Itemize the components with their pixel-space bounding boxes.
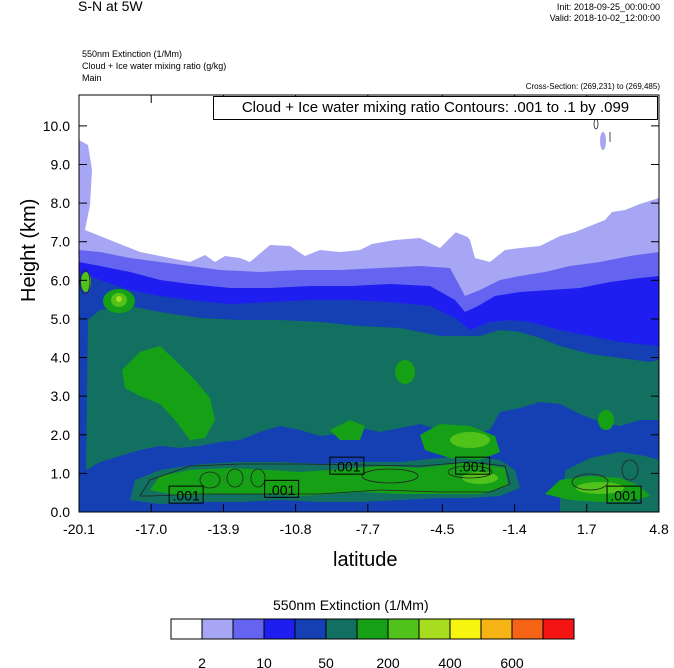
colorbar-label: 10 bbox=[256, 655, 272, 668]
field-label-main: Main bbox=[82, 73, 102, 83]
contour-label-box bbox=[606, 485, 642, 504]
y-tick-label: 8.0 bbox=[51, 195, 71, 211]
colorbar-label: 400 bbox=[438, 655, 462, 668]
y-tick-label: 3.0 bbox=[51, 388, 71, 404]
timestamp-block: Init: 2018-09-25_00:00:00 Valid: 2018-10… bbox=[550, 2, 660, 24]
y-tick-label: 5.0 bbox=[51, 311, 71, 327]
init-time: Init: 2018-09-25_00:00:00 bbox=[556, 2, 660, 12]
water-mixing-contours bbox=[79, 118, 639, 497]
colorbar-label: 600 bbox=[500, 655, 524, 668]
contour-label-box bbox=[455, 456, 491, 475]
contour-label: .001 bbox=[333, 459, 360, 475]
y-tick-label: 4.0 bbox=[51, 350, 71, 366]
contour-label-box bbox=[168, 485, 204, 504]
contour-label-layer: .001 .001 .001 .001 .001 bbox=[168, 456, 642, 504]
contour-label: .001 bbox=[610, 488, 637, 504]
colorbar-swatch bbox=[356, 618, 389, 640]
valid-time: Valid: 2018-10-02_12:00:00 bbox=[549, 13, 660, 23]
cross-section-label: Cross-Section: (269,231) to (269,485) bbox=[525, 82, 660, 91]
plot-frame bbox=[78, 94, 660, 513]
colorbar-swatch bbox=[449, 618, 482, 640]
colorbar-swatch bbox=[201, 618, 234, 640]
y-axis-label: Height (km) bbox=[18, 198, 40, 302]
x-tick-label: -13.9 bbox=[207, 521, 239, 537]
y-tick-label: 9.0 bbox=[51, 157, 71, 173]
colorbar-label: 2 bbox=[198, 655, 206, 668]
contour-label: .001 bbox=[173, 488, 200, 504]
y-tick-label: 1.0 bbox=[51, 465, 71, 481]
x-tick-label: -7.7 bbox=[356, 521, 380, 537]
field-label-extinction: 550nm Extinction (1/Mm) bbox=[82, 49, 183, 59]
contour-label: .001 bbox=[268, 482, 295, 498]
y-tick-label: 0.0 bbox=[51, 504, 71, 520]
extinction-field bbox=[79, 95, 659, 512]
colorbar-swatch bbox=[418, 618, 451, 640]
colorbar-title: 550nm Extinction (1/Mm) bbox=[273, 597, 429, 613]
contour-label-box bbox=[329, 456, 365, 475]
colorbar-swatch bbox=[542, 618, 575, 640]
contour-legend-box: Cloud + Ice water mixing ratio Contours:… bbox=[213, 96, 658, 120]
colorbar-swatch bbox=[511, 618, 544, 640]
y-tick-label: 10.0 bbox=[43, 118, 70, 134]
colorbar-swatch bbox=[170, 618, 203, 640]
axes: -20.1 -17.0 -13.9 -10.8 -7.7 -4.5 -1.4 1.7 4.8 0.… bbox=[43, 95, 669, 537]
x-tick-label: -20.1 bbox=[63, 521, 95, 537]
colorbar-swatch bbox=[232, 618, 265, 640]
contour-label: .001 bbox=[459, 459, 486, 475]
field-label-water: Cloud + Ice water mixing ratio (g/kg) bbox=[82, 61, 227, 71]
colorbar: 2 10 50 200 400 600 bbox=[170, 618, 575, 668]
extinction-band-teal bbox=[86, 306, 659, 470]
colorbar-swatch bbox=[325, 618, 358, 640]
x-axis-label: latitude bbox=[333, 549, 398, 571]
cloud-free-region bbox=[450, 222, 500, 244]
colorbar-label: 200 bbox=[376, 655, 400, 668]
y-tick-label: 7.0 bbox=[51, 234, 71, 250]
colorbar-label: 50 bbox=[318, 655, 334, 668]
x-tick-label: -10.8 bbox=[280, 521, 312, 537]
x-tick-label: -17.0 bbox=[135, 521, 167, 537]
x-tick-label: 4.8 bbox=[649, 521, 669, 537]
x-tick-label: -4.5 bbox=[430, 521, 454, 537]
y-tick-label: 2.0 bbox=[51, 427, 71, 443]
x-tick-label: 1.7 bbox=[577, 521, 597, 537]
chart-title: S-N at 5W bbox=[78, 0, 143, 14]
y-tick-label: 6.0 bbox=[51, 272, 71, 288]
colorbar-swatch bbox=[294, 618, 327, 640]
extinction-band-yellowgreen bbox=[116, 296, 122, 302]
colorbar-swatch bbox=[480, 618, 513, 640]
extinction-band-lightgreen bbox=[81, 272, 624, 494]
colorbar-swatch bbox=[263, 618, 296, 640]
contour-label-box bbox=[264, 479, 300, 498]
x-tick-label: -1.4 bbox=[503, 521, 527, 537]
colorbar-swatch bbox=[387, 618, 420, 640]
lavender-cell bbox=[600, 132, 606, 150]
